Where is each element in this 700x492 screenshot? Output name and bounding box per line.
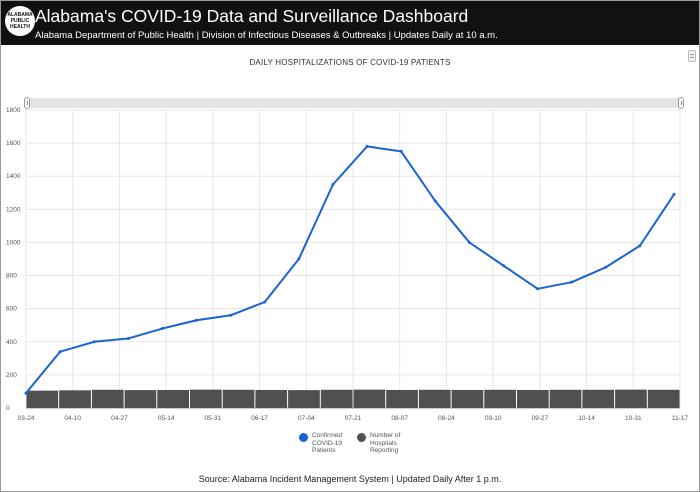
hospitals-bar: [255, 389, 288, 408]
hospitals-bar: [353, 389, 386, 408]
y-tick-label: 400: [6, 339, 17, 346]
dashboard-header: ALABAMA PUBLIC HEALTH Alabama's COVID-19…: [1, 1, 699, 45]
confirmed-point[interactable]: [297, 257, 301, 261]
x-tick-label: 06-17: [251, 415, 268, 422]
y-tick-label: 1800: [6, 107, 21, 114]
y-tick-label: 1000: [6, 239, 21, 246]
hospitals-bar: [157, 389, 189, 408]
chart-grid: [25, 109, 681, 409]
y-tick-label: 800: [6, 273, 17, 280]
x-tick-label: 03-24: [18, 415, 35, 422]
confirmed-point[interactable]: [195, 318, 199, 322]
confirmed-point[interactable]: [501, 264, 505, 268]
confirmed-point[interactable]: [92, 340, 96, 344]
confirmed-point[interactable]: [331, 183, 335, 186]
x-tick-label: 11-17: [672, 415, 689, 422]
logo-line-1: ALABAMA: [7, 12, 33, 18]
x-tick-label: 04-27: [111, 415, 128, 422]
x-tick-label: 09-10: [485, 415, 502, 422]
confirmed-point[interactable]: [433, 199, 437, 203]
x-tick-label: 10-31: [625, 415, 642, 422]
zoom-range-start-handle[interactable]: [24, 97, 30, 109]
y-tick-label: 1600: [6, 140, 21, 147]
adph-logo: ALABAMA PUBLIC HEALTH: [5, 6, 35, 36]
confirmed-point[interactable]: [263, 300, 267, 304]
y-tick-label: 1400: [6, 173, 21, 180]
confirmed-patients-line-group: [24, 144, 676, 395]
hospitals-bar: [517, 389, 549, 408]
chart-title: DAILY HOSPITALIZATIONS OF COVID-19 PATIE…: [249, 58, 451, 67]
hospitals-bar: [222, 389, 255, 408]
hospitals-bar: [582, 389, 615, 408]
hospitals-bar: [288, 390, 320, 408]
x-tick-label: 05-14: [158, 415, 175, 422]
x-tick-label: 09-27: [532, 415, 549, 422]
hospitals-bar: [386, 389, 418, 408]
zoom-range-end-handle[interactable]: [678, 97, 684, 109]
confirmed-point[interactable]: [536, 287, 540, 291]
hospitals-bar: [451, 389, 484, 408]
confirmed-point[interactable]: [160, 327, 164, 331]
legend-dot-icon: [357, 433, 366, 442]
legend-dot-icon: [299, 433, 308, 442]
hospitals-bar: [549, 389, 582, 408]
confirmed-point[interactable]: [672, 192, 676, 196]
x-tick-label: 04-10: [64, 415, 81, 422]
hospitals-bar: [190, 389, 222, 408]
y-tick-label: 200: [6, 372, 17, 379]
x-axis-ticks: 03-24 04-10 04-27 05-14 05-31 06-17 07-04 07-21…: [18, 415, 689, 422]
y-tick-label: 1200: [6, 206, 21, 213]
confirmed-point[interactable]: [229, 313, 233, 317]
logo-line-2: PUBLIC: [10, 18, 30, 24]
hospitals-bar: [26, 390, 59, 408]
legend-hospitals[interactable]: Number of Hospitals Reporting: [357, 432, 410, 455]
confirmed-point[interactable]: [570, 280, 574, 284]
x-tick-label: 07-21: [345, 415, 362, 422]
zoom-range-slider[interactable]: [24, 97, 684, 109]
legend-label-confirmed: Confirmed COVID-19 Patients: [312, 432, 342, 454]
confirmed-point[interactable]: [126, 336, 130, 340]
confirmed-point[interactable]: [58, 350, 62, 354]
logo-line-3: HEALTH: [10, 24, 30, 30]
hospitals-bar: [615, 389, 647, 408]
x-tick-label: 05-31: [205, 415, 222, 422]
hospitals-bar: [91, 389, 124, 408]
scroll-handle-icon[interactable]: [688, 50, 696, 62]
confirmed-point[interactable]: [399, 149, 403, 153]
x-tick-label: 10-14: [578, 415, 595, 422]
x-tick-label: 08-07: [391, 415, 408, 422]
confirmed-point[interactable]: [365, 144, 369, 148]
confirmed-point[interactable]: [604, 265, 608, 269]
confirmed-point[interactable]: [467, 240, 471, 244]
hospitals-reporting-bars: [26, 389, 680, 408]
y-axis-ticks: 0 200 400 600 800 1000 1200 1400 1600 1800: [6, 107, 21, 412]
confirmed-point[interactable]: [24, 391, 28, 395]
hospitals-bar: [418, 389, 451, 408]
x-tick-label: 07-04: [298, 415, 315, 422]
y-tick-label: 600: [6, 306, 17, 313]
confirmed-point[interactable]: [638, 244, 642, 248]
hospitals-bar: [320, 389, 353, 408]
hospitals-bar: [124, 390, 157, 408]
x-tick-label: 08-24: [438, 415, 455, 422]
y-tick-label: 0: [6, 405, 10, 412]
hospitals-bar: [59, 390, 91, 408]
dashboard-subtitle: Alabama Department of Public Health | Di…: [35, 30, 498, 41]
legend-confirmed[interactable]: Confirmed COVID-19 Patients: [299, 432, 352, 455]
hospitals-bar: [484, 389, 516, 408]
dashboard-title: Alabama's COVID-19 Data and Surveillance…: [35, 6, 469, 26]
data-source-note: Source: Alabama Incident Management Syst…: [198, 474, 502, 484]
legend-label-hospitals: Number of Hospitals Reporting: [370, 432, 401, 454]
confirmed-patients-line: [25, 145, 675, 394]
hospitals-bar: [647, 389, 680, 408]
